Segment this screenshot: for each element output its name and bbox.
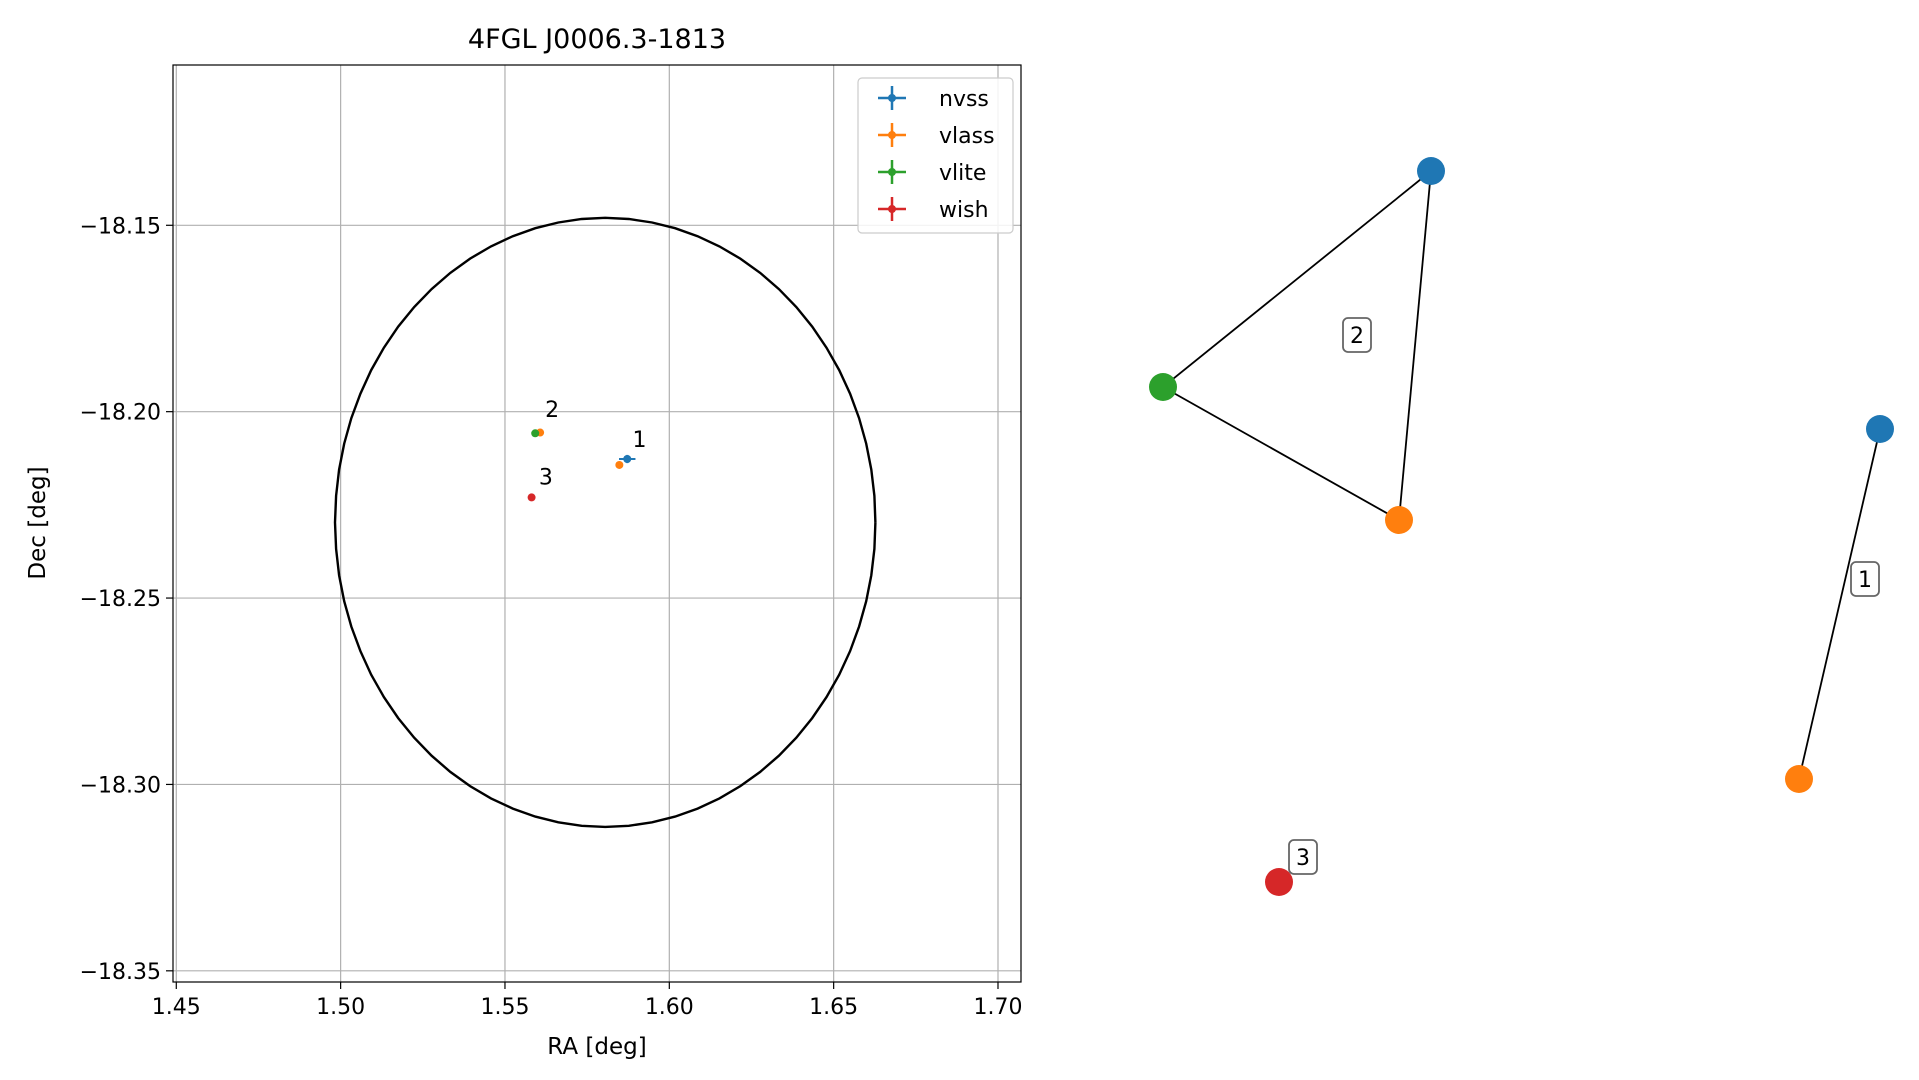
point-annotations: 1 2 3 [539, 398, 647, 490]
error-ellipse-group [333, 216, 877, 829]
data-points [527, 428, 636, 502]
legend-label-vlass: vlass [939, 124, 995, 149]
group-label: 2 [1350, 324, 1364, 349]
chart-title: 4FGL J0006.3-1813 [468, 24, 726, 55]
legend-box [857, 77, 1014, 234]
legend-marker-dot [888, 168, 896, 176]
x-tick-label: 1.70 [974, 995, 1023, 1020]
x-tick-label: 1.60 [645, 995, 694, 1020]
y-tick-label: −18.25 [80, 587, 161, 612]
x-axis-label: RA [deg] [547, 1034, 646, 1060]
group-label: 3 [1296, 846, 1310, 871]
y-ticks: −18.15 −18.20 −18.25 −18.30 −18.35 [80, 214, 173, 985]
x-tick-label: 1.65 [809, 995, 858, 1020]
axes-frame [172, 64, 1022, 983]
legend-label-nvss: nvss [939, 87, 989, 112]
legend-marker-dot [888, 94, 896, 102]
legend-marker-dot [888, 205, 896, 213]
x-tick-label: 1.50 [316, 995, 365, 1020]
x-ticks: 1.45 1.50 1.55 1.60 1.65 1.70 [152, 982, 1023, 1020]
point-annotation: 2 [545, 398, 559, 423]
legend-label-wish: wish [939, 198, 989, 223]
graph-node-wish-3 [1265, 868, 1293, 896]
error-ellipse [333, 216, 877, 829]
graph-node-nvss-2 [1417, 157, 1445, 185]
network-graph: 2 1 3 [1149, 157, 1894, 896]
graph-node-nvss-1 [1866, 415, 1894, 443]
graph-edge [1162, 386, 1400, 521]
data-point-nvss [623, 455, 632, 464]
graph-edge [1398, 170, 1432, 521]
y-tick-label: −18.15 [80, 214, 161, 239]
x-tick-label: 1.55 [480, 995, 529, 1020]
y-axis-label: Dec [deg] [25, 466, 51, 579]
y-tick-label: −18.30 [80, 773, 161, 798]
data-point-vlass [615, 460, 624, 469]
graph-node-vlite-2 [1149, 373, 1177, 401]
y-tick-label: −18.35 [80, 960, 161, 985]
point-annotation: 3 [539, 465, 553, 490]
group-label: 1 [1858, 568, 1872, 593]
legend-marker-dot [888, 131, 896, 139]
y-tick-label: −18.20 [80, 401, 161, 426]
x-tick-label: 1.45 [152, 995, 201, 1020]
group-label-box [1850, 561, 1880, 597]
data-point-wish [527, 493, 536, 502]
graph-node-vlass-1 [1785, 765, 1813, 793]
legend: nvss vlass vlite wish [857, 77, 1014, 234]
graph-edge [1162, 170, 1432, 388]
legend-label-vlite: vlite [939, 161, 986, 186]
graph-node-vlass-2 [1385, 506, 1413, 534]
group-label-box [1342, 317, 1372, 353]
point-annotation: 1 [632, 428, 646, 453]
group-label-box [1288, 839, 1318, 875]
graph-edge [1798, 428, 1881, 780]
data-point-vlite [531, 429, 540, 438]
